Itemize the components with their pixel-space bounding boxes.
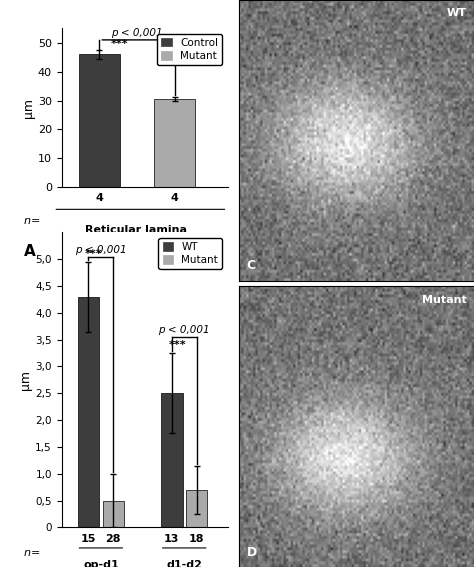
Y-axis label: μm: μm xyxy=(19,370,33,390)
Text: d1-d2: d1-d2 xyxy=(166,560,202,567)
Text: $n$=: $n$= xyxy=(24,548,41,558)
Text: op-d1: op-d1 xyxy=(83,560,119,567)
Bar xyxy=(161,393,182,527)
Legend: WT, Mutant: WT, Mutant xyxy=(158,238,222,269)
Bar xyxy=(154,99,195,187)
Text: ***: *** xyxy=(85,249,103,259)
Text: WT: WT xyxy=(447,9,467,18)
Text: ***: *** xyxy=(168,340,186,350)
Text: C: C xyxy=(246,259,255,272)
Bar xyxy=(102,501,124,527)
Text: p < 0,001: p < 0,001 xyxy=(111,28,163,39)
Bar xyxy=(78,297,99,527)
Text: $n$=: $n$= xyxy=(24,215,41,226)
Text: A: A xyxy=(24,244,35,259)
Text: p < 0,001: p < 0,001 xyxy=(75,245,127,255)
Text: D: D xyxy=(246,545,256,558)
Bar xyxy=(186,490,207,527)
Text: Reticular lamina: Reticular lamina xyxy=(85,225,187,235)
Text: ***: *** xyxy=(110,39,128,49)
Legend: Control, Mutant: Control, Mutant xyxy=(157,33,222,65)
Bar xyxy=(79,54,120,187)
Y-axis label: μm: μm xyxy=(22,98,35,118)
Text: Mutant: Mutant xyxy=(422,295,467,304)
Text: p < 0,001: p < 0,001 xyxy=(158,325,210,336)
